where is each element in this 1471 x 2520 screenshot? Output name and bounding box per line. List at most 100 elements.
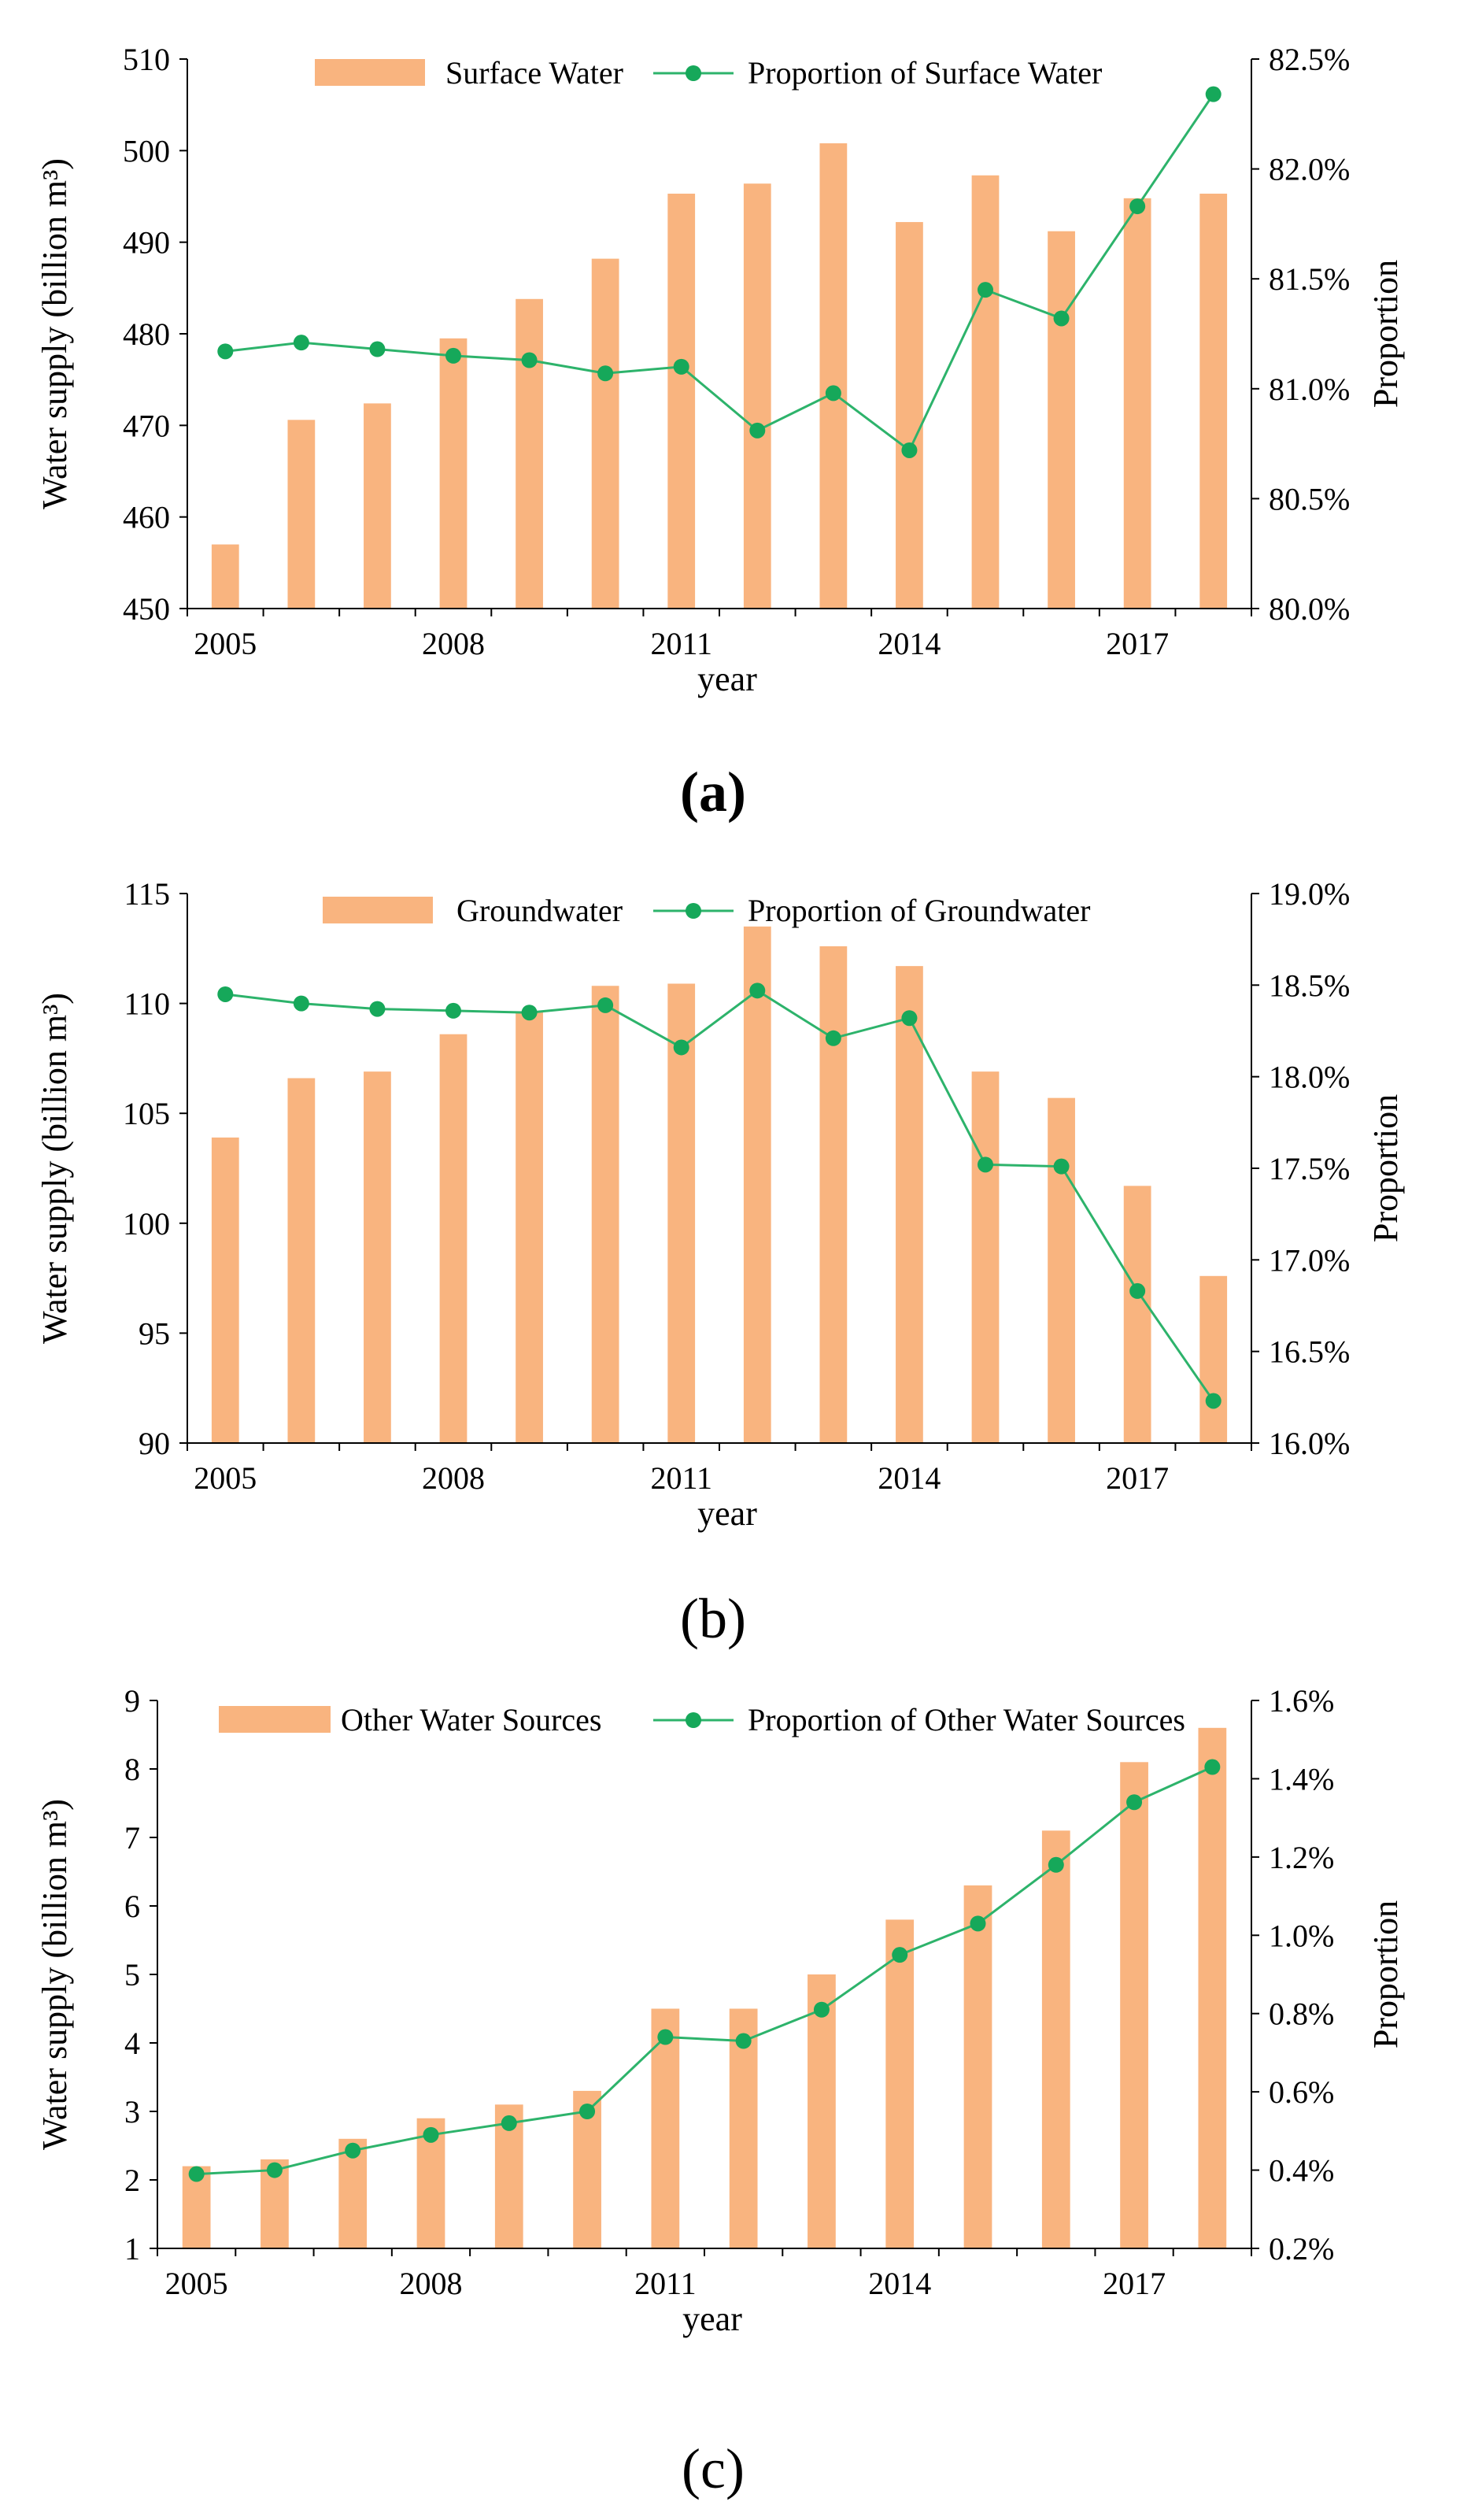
y-tick-label-left: 6 [124,1889,140,1924]
bar-2007 [364,1071,391,1443]
y-tick-label-left: 470 [123,408,170,443]
legend-bar-swatch [323,897,433,923]
proportion-point-2013 [825,385,841,401]
y-tick-label-left: 460 [123,500,170,535]
proportion-point-2010 [579,2104,596,2119]
y-tick-label-right: 1.4% [1269,1761,1334,1797]
proportion-point-2011 [673,1039,689,1056]
bar-2007 [364,403,391,609]
proportion-point-2009 [501,2115,517,2131]
chart-panel-a: 450 460 470 480 490 500 510 80.0% 80.5% 81.0% 81.5… [0,0,1471,866]
y-tick-label-left: 1 [124,2231,140,2267]
proportion-point-2010 [597,997,614,1013]
bar-2009 [516,1012,543,1443]
proportion-point-2007 [345,2142,361,2159]
y-tick-label-right: 18.0% [1269,1060,1350,1095]
bar-2018 [1198,1727,1227,2248]
legend-marker-swatch [686,1712,701,1728]
bar-2011 [667,194,696,609]
bar-2006 [287,420,316,609]
proportion-point-2013 [813,2001,830,2018]
legend-label-bars: Groundwater [456,893,623,928]
legend-marker-swatch [686,903,701,919]
bar-2005 [211,544,239,609]
legend-bar-swatch [315,59,425,86]
proportion-point-2012 [735,2033,752,2049]
y-tick-label-left: 9 [124,1683,140,1719]
bar-2005 [211,1137,239,1443]
proportion-point-2014 [901,442,918,458]
y-tick-label-left: 490 [123,225,170,261]
proportion-point-2017 [1126,1794,1143,1811]
proportion-point-2016 [1048,1856,1064,1873]
chart-c-svg: 1 2 3 4 5 6 7 8 9 0.2% 0.4% 0.6% 0.8% 1.0% 1.2% 1.4% 1.6… [35,1683,1405,2500]
proportion-point-2016 [1053,310,1070,327]
y-tick-label-right: 1.2% [1269,1840,1334,1875]
x-tick-label: 2008 [422,626,485,661]
panel-label: (a) [680,760,746,823]
proportion-point-2012 [749,422,766,439]
bar-2016 [1041,1830,1070,2248]
y-tick-label-right: 19.0% [1269,876,1350,912]
y-tick-label-right: 80.5% [1269,481,1350,516]
y-tick-label-right: 0.6% [1269,2074,1334,2110]
x-tick-label: 2014 [878,1460,941,1496]
bar-2006 [287,1078,316,1443]
bar-2017 [1120,1762,1148,2248]
bar-2014 [896,222,923,609]
x-tick-label: 2014 [878,626,941,661]
y-tick-label-right: 1.0% [1269,1918,1334,1953]
proportion-point-2007 [369,1001,386,1017]
y-tick-label-right: 80.0% [1269,591,1350,627]
y-tick-label-right: 81.5% [1269,261,1350,297]
bar-2014 [885,1919,915,2248]
bar-2013 [808,1974,836,2248]
y-tick-label-left: 480 [123,316,170,352]
bar-2014 [896,966,923,1443]
bar-2015 [971,1071,1000,1443]
y-tick-label-right: 81.0% [1269,372,1350,407]
proportion-point-2009 [521,352,538,368]
x-tick-label: 2017 [1106,626,1169,661]
legend-label-line: Proportion of Other Water Sources [748,1702,1185,1737]
proportion-line [225,989,1214,1402]
y-tick-label-right: 16.0% [1269,1426,1350,1461]
y-tick-label-left: 110 [124,986,170,1022]
proportion-point-2015 [978,282,993,298]
x-tick-label: 2008 [400,2266,463,2301]
y-tick-label-left: 3 [124,2094,140,2130]
proportion-point-2008 [423,2126,439,2143]
y-tick-label-right: 17.0% [1269,1242,1350,1278]
bar-2016 [1048,231,1075,609]
panel-label: (c) [682,2437,745,2500]
x-tick-label: 2005 [194,1460,257,1496]
y-tick-label-right: 0.8% [1269,1996,1334,2032]
proportion-point-2018 [1204,1759,1221,1775]
bar-2010 [591,258,619,609]
proportion-point-2017 [1129,198,1146,215]
chart-b-svg: 90 95 100 105 110 115 16.0% 16.5% 17.0% 17.5% 18.0… [35,876,1405,1650]
proportion-point-2011 [657,2029,674,2045]
y-axis-title-left: Water supply (billion m³) [35,158,74,509]
chart-panel-c: 1 2 3 4 5 6 7 8 9 0.2% 0.4% 0.6% 0.8% 1.0% 1.2% 1.4% 1.6… [0,1683,1471,2520]
y-tick-label-left: 450 [123,591,170,627]
y-tick-label-right: 16.5% [1269,1334,1350,1370]
y-axis-title-left: Water supply (billion m³) [35,1799,74,2150]
proportion-point-2009 [521,1005,538,1021]
y-tick-label-right: 18.5% [1269,968,1350,1003]
x-tick-label: 2014 [868,2266,931,2301]
bar-2018 [1199,194,1228,609]
proportion-point-2005 [217,986,234,1002]
proportion-line [196,1766,1213,2176]
proportion-point-2008 [445,1002,461,1019]
y-tick-label-right: 0.2% [1269,2231,1334,2267]
bar-2009 [516,298,543,609]
y-axis-title-left: Water supply (billion m³) [35,993,74,1344]
y-tick-label-left: 4 [124,2026,140,2061]
y-tick-label-left: 510 [123,42,170,77]
x-tick-label: 2005 [165,2266,228,2301]
y-tick-label-right: 0.4% [1269,2153,1334,2189]
proportion-line [225,93,1214,453]
x-tick-label: 2017 [1103,2266,1166,2301]
legend-label-bars: Surface Water [445,55,623,91]
